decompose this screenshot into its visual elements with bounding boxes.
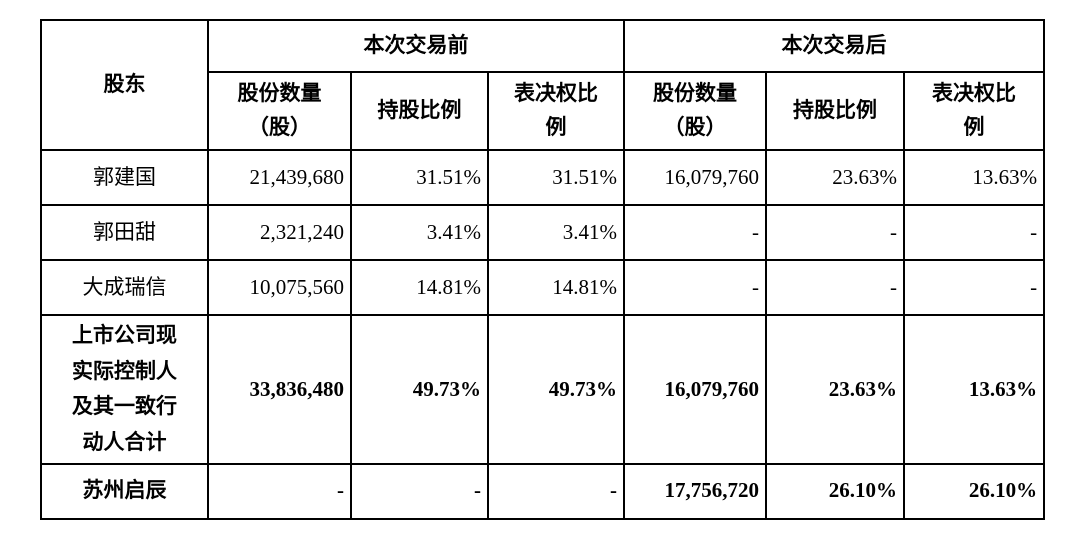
after-voting-ratio: - [903,259,1046,316]
table-row-actual-controller-total: 上市公司现 实际控制人 及其一致行 动人合计 33,836,480 49.73%… [40,314,1046,465]
before-voting-ratio: 31.51% [486,149,626,206]
before-holding-ratio: 49.73% [350,314,489,465]
header-after-shares: 股份数量 （股） [623,71,768,151]
header-sub-row: 股份数量 （股） 持股比例 表决权比 例 股份数量 （股） 持股比例 表决权比 … [41,71,1046,151]
header-before-holding-ratio: 持股比例 [350,71,489,151]
before-holding-ratio: - [350,462,489,520]
table-row-guotiantian: 郭田甜 2,321,240 3.41% 3.41% - - - [40,204,1046,261]
shareholding-table-container: 股东 本次交易前 本次交易后 股份数量 （股） 持股比例 表决权比 例 股份数量… [40,19,1046,520]
shareholder-name: 上市公司现 实际控制人 及其一致行 动人合计 [40,314,209,465]
shareholding-table: 股东 本次交易前 本次交易后 股份数量 （股） 持股比例 表决权比 例 股份数量… [40,19,1046,520]
header-after-holding-ratio: 持股比例 [765,71,906,151]
after-shares: - [623,204,768,261]
before-voting-ratio: - [486,462,626,520]
header-after-transaction: 本次交易后 [623,19,1046,73]
after-holding-ratio: 26.10% [765,462,906,520]
header-before-shares: 股份数量 （股） [207,71,352,151]
after-voting-ratio: 13.63% [903,149,1046,206]
table-row-guojianguo: 郭建国 21,439,680 31.51% 31.51% 16,079,760 … [40,149,1046,206]
before-shares: 33,836,480 [207,314,352,465]
after-voting-ratio: - [903,204,1046,261]
after-holding-ratio: 23.63% [765,149,906,206]
before-shares: 10,075,560 [207,259,352,316]
header-before-voting-ratio: 表决权比 例 [486,71,626,151]
header-before-transaction: 本次交易前 [206,19,626,73]
before-voting-ratio: 3.41% [486,204,626,261]
after-shares: - [623,259,768,316]
after-shares: 16,079,760 [623,149,768,206]
after-holding-ratio: - [765,204,906,261]
shareholder-name: 苏州启辰 [40,462,209,520]
after-holding-ratio: 23.63% [765,314,906,465]
header-shareholder: 股东 [40,19,209,151]
table-row-dachengruixin: 大成瑞信 10,075,560 14.81% 14.81% - - - [40,259,1046,316]
after-holding-ratio: - [765,259,906,316]
before-holding-ratio: 14.81% [350,259,489,316]
shareholder-name: 郭建国 [40,149,209,206]
before-shares: 21,439,680 [207,149,352,206]
after-shares: 17,756,720 [623,462,768,520]
shareholder-name: 大成瑞信 [40,259,209,316]
shareholder-name: 郭田甜 [40,204,209,261]
before-holding-ratio: 31.51% [350,149,489,206]
after-voting-ratio: 13.63% [903,314,1046,465]
table-row-suzhouqichen: 苏州启辰 - - - 17,756,720 26.10% 26.10% [40,462,1046,520]
before-voting-ratio: 49.73% [486,314,626,465]
after-voting-ratio: 26.10% [903,462,1046,520]
header-after-voting-ratio: 表决权比 例 [903,71,1046,151]
before-voting-ratio: 14.81% [486,259,626,316]
before-shares: - [207,462,352,520]
after-shares: 16,079,760 [623,314,768,465]
before-shares: 2,321,240 [207,204,352,261]
before-holding-ratio: 3.41% [350,204,489,261]
header-group-row: 股东 本次交易前 本次交易后 [40,19,1046,151]
